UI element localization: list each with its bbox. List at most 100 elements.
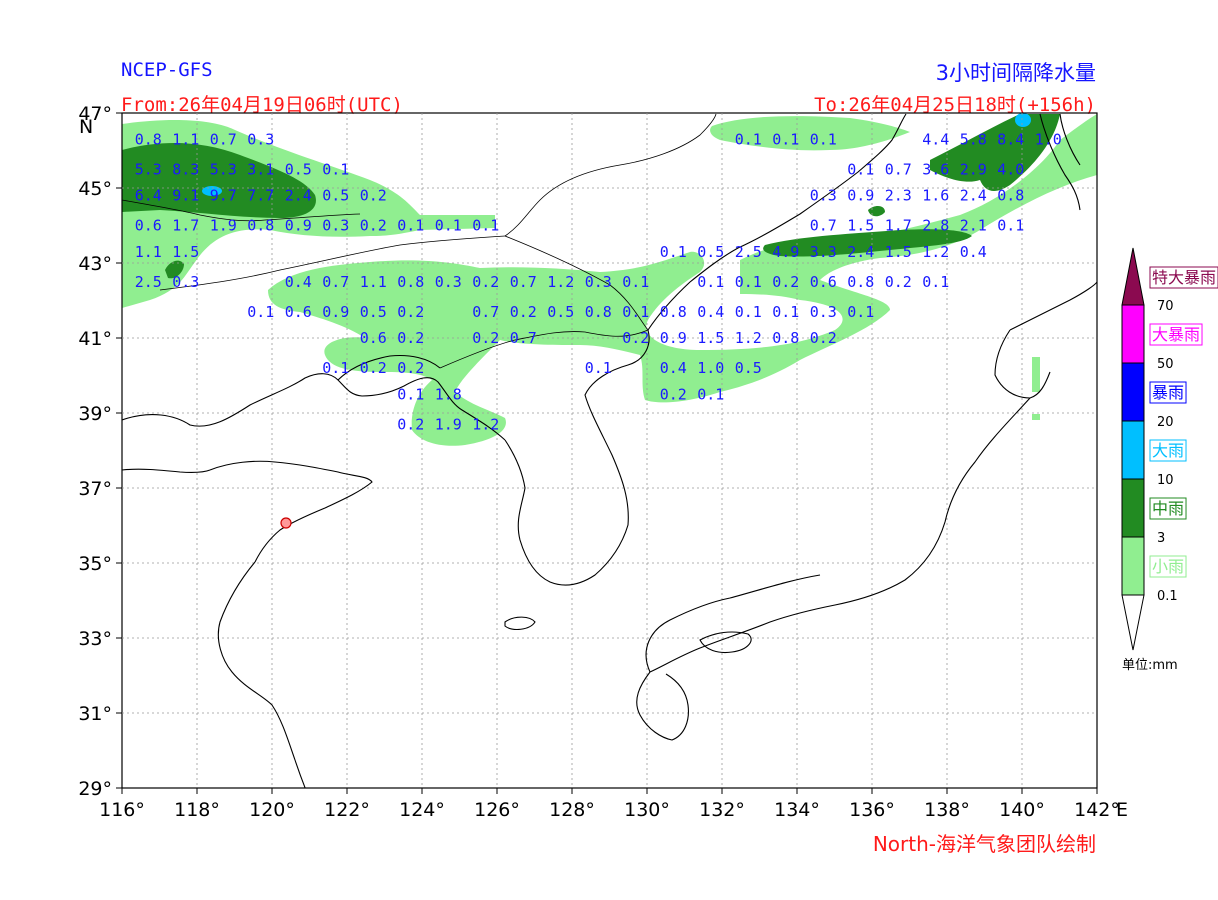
precip-value: 1.1 bbox=[135, 243, 162, 261]
legend-label-box bbox=[1149, 555, 1187, 578]
location-marker bbox=[280, 517, 292, 529]
precip-value: 0.1 bbox=[735, 273, 762, 291]
precip-value: 1.9 bbox=[210, 217, 237, 235]
precip-value: 0.1 bbox=[922, 273, 949, 291]
credit-label: North-海洋气象团队绘制 bbox=[872, 832, 1096, 856]
precip-value: 1.1 bbox=[172, 130, 199, 148]
precip-value: 0.1 bbox=[397, 385, 424, 403]
lon-tick-label: 120° bbox=[249, 799, 295, 821]
precip-value: 0.1 bbox=[772, 130, 799, 148]
precip-value: 1.2 bbox=[922, 243, 949, 261]
precip-value: 2.1 bbox=[960, 217, 987, 235]
precip-value: 0.7 bbox=[322, 273, 349, 291]
precip-value: 0.3 bbox=[810, 187, 837, 205]
lon-tick-label: 134° bbox=[774, 799, 820, 821]
legend-class-label: 中雨 bbox=[1152, 499, 1184, 518]
precip-value: 3.3 bbox=[810, 243, 837, 261]
precip-value: 0.2 bbox=[397, 359, 424, 377]
legend-threshold: 0.1 bbox=[1157, 589, 1178, 604]
precip-value: 0.1 bbox=[772, 303, 799, 321]
precip-value: 1.0 bbox=[697, 359, 724, 377]
longitude-axis: 116° 118° 120° 122° 124° 126° 128° 130° 132° 134°… bbox=[99, 799, 1120, 821]
precip-value: 0.8 bbox=[135, 130, 162, 148]
precip-value: 5.3 bbox=[135, 160, 162, 178]
precip-value: 0.6 bbox=[810, 273, 837, 291]
precip-value: 0.2 bbox=[397, 329, 424, 347]
lat-tick-label: 45° bbox=[78, 178, 112, 200]
precip-value: 0.4 bbox=[697, 303, 724, 321]
legend-label-box bbox=[1149, 439, 1187, 462]
lon-tick-label: 126° bbox=[474, 799, 520, 821]
precip-value: 0.2 bbox=[360, 217, 387, 235]
lon-tick-label: 128° bbox=[549, 799, 595, 821]
precip-value: 0.9 bbox=[322, 303, 349, 321]
precip-value: 0.2 bbox=[360, 187, 387, 205]
precip-value: 2.3 bbox=[885, 187, 912, 205]
precip-value: 0.8 bbox=[772, 329, 799, 347]
precip-value: 5.8 bbox=[960, 130, 987, 148]
lat-tick-label: 33° bbox=[78, 628, 112, 650]
model-name: NCEP-GFS bbox=[121, 59, 213, 81]
precip-value: 0.4 bbox=[285, 273, 312, 291]
legend-threshold: 10 bbox=[1157, 473, 1174, 488]
precip-value: 2.4 bbox=[960, 187, 987, 205]
precip-value: 0.8 bbox=[660, 303, 687, 321]
precip-value: 4.4 bbox=[922, 130, 949, 148]
precip-value: 0.2 bbox=[397, 415, 424, 433]
legend-class-label: 大暴雨 bbox=[1152, 325, 1200, 344]
latitude-axis: 47° 45° 43° 41° 39° 37° 35° 33° 31° 29° bbox=[78, 103, 112, 800]
plot-frame bbox=[121, 112, 1098, 789]
precip-value: 0.1 bbox=[997, 217, 1024, 235]
precip-value: 0.1 bbox=[810, 130, 837, 148]
legend-class-label: 大雨 bbox=[1152, 441, 1184, 460]
legend-unit: 单位:mm bbox=[1122, 658, 1178, 673]
lon-tick-label: 136° bbox=[849, 799, 895, 821]
legend-threshold: 3 bbox=[1157, 531, 1165, 546]
precip-value: 5.3 bbox=[210, 160, 237, 178]
lat-tick-label: 31° bbox=[78, 703, 112, 725]
precip-value: 2.5 bbox=[735, 243, 762, 261]
precip-value: 4.0 bbox=[997, 160, 1024, 178]
precip-value: 0.3 bbox=[172, 273, 199, 291]
precip-value: 0.1 bbox=[322, 359, 349, 377]
legend-swatch bbox=[1121, 362, 1145, 422]
precip-value: 0.1 bbox=[322, 160, 349, 178]
precip-value: 0.6 bbox=[285, 303, 312, 321]
precip-value: 1.0 bbox=[1035, 130, 1062, 148]
precip-value: 0.1 bbox=[472, 217, 499, 235]
precip-value: 0.2 bbox=[472, 273, 499, 291]
precip-value: 6.4 bbox=[135, 187, 162, 205]
precip-value: 0.2 bbox=[397, 303, 424, 321]
precip-value: 0.8 bbox=[585, 303, 612, 321]
legend-label-box bbox=[1149, 266, 1218, 289]
precip-value: 0.2 bbox=[472, 329, 499, 347]
precip-value: 0.1 bbox=[735, 130, 762, 148]
legend-threshold: 70 bbox=[1157, 299, 1174, 314]
precip-value: 0.1 bbox=[847, 160, 874, 178]
lat-tick-label: 39° bbox=[78, 403, 112, 425]
precip-value: 0.7 bbox=[810, 217, 837, 235]
precip-value: 9.7 bbox=[210, 187, 237, 205]
lon-tick-label: 116° bbox=[99, 799, 145, 821]
precip-legend: 小雨 中雨 大雨 暴雨 大暴雨 特大暴雨 0.1 3 10 20 50 70 单位:mm bbox=[1121, 247, 1218, 673]
precip-value: 0.7 bbox=[472, 303, 499, 321]
precip-value: 0.1 bbox=[847, 303, 874, 321]
legend-overflow bbox=[1121, 247, 1145, 306]
precip-value: 0.4 bbox=[960, 243, 987, 261]
precip-value: 1.1 bbox=[360, 273, 387, 291]
legend-swatch bbox=[1121, 478, 1145, 538]
precip-value: 0.7 bbox=[510, 273, 537, 291]
from-time: From:26年04月19日06时(UTC) bbox=[121, 94, 403, 116]
precip-value: 0.2 bbox=[772, 273, 799, 291]
lat-tick-label: 35° bbox=[78, 553, 112, 575]
lon-tick-label: 138° bbox=[924, 799, 970, 821]
legend-swatch bbox=[1121, 304, 1145, 364]
lat-tick-label: 43° bbox=[78, 253, 112, 275]
lon-tick-label: 122° bbox=[324, 799, 370, 821]
legend-label-box bbox=[1149, 497, 1187, 520]
borders bbox=[122, 113, 717, 369]
legend-label-box bbox=[1149, 323, 1203, 346]
legend-swatch bbox=[1121, 536, 1145, 596]
legend-swatch bbox=[1121, 420, 1145, 480]
precip-value: 0.8 bbox=[847, 273, 874, 291]
